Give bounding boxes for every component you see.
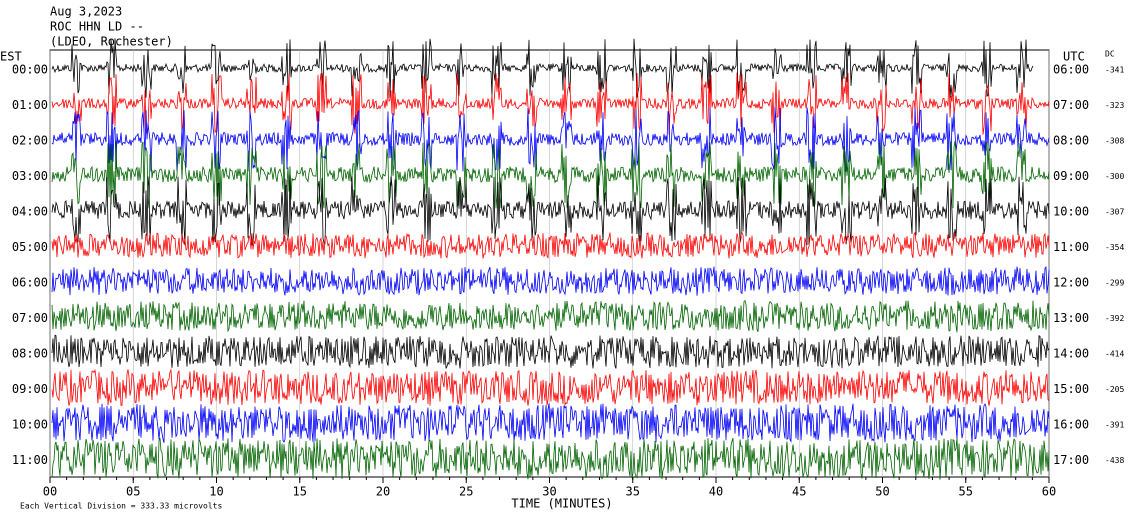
- utc-label: 10:00: [1053, 205, 1089, 219]
- seismic-trace: [51, 175, 1050, 246]
- dc-label: -414: [1105, 350, 1124, 359]
- est-label: 08:00: [12, 347, 48, 361]
- utc-label: 08:00: [1053, 134, 1089, 148]
- traces: [49, 38, 1050, 480]
- utc-label: 17:00: [1053, 453, 1089, 467]
- seismic-trace: [51, 368, 1050, 407]
- left-axis-title: EST: [0, 50, 22, 64]
- x-tick-label: 40: [709, 485, 723, 499]
- utc-label: 12:00: [1053, 276, 1089, 290]
- dc-title: DC: [1105, 50, 1115, 59]
- dc-label: -307: [1105, 208, 1124, 217]
- x-tick-label: 50: [875, 485, 889, 499]
- dc-label: -354: [1105, 243, 1124, 252]
- utc-label: 11:00: [1053, 240, 1089, 254]
- dc-label: -323: [1105, 101, 1124, 110]
- right-axis-title: UTC: [1063, 50, 1085, 64]
- dc-label: -438: [1105, 456, 1124, 465]
- utc-label: 13:00: [1053, 311, 1089, 325]
- dc-label: -341: [1105, 66, 1124, 75]
- seismic-trace: [51, 403, 1050, 443]
- dc-label: -205: [1105, 385, 1124, 394]
- est-label: 07:00: [12, 311, 48, 325]
- x-tick-label: 10: [209, 485, 223, 499]
- dc-label: -308: [1105, 137, 1124, 146]
- seismic-trace: [51, 231, 1050, 259]
- x-tick-label: 55: [959, 485, 973, 499]
- x-tick-label: 15: [293, 485, 307, 499]
- footer-note: Each Vertical Division = 333.33 microvol…: [20, 502, 222, 511]
- seismic-trace: [51, 106, 1050, 172]
- dc-label: -299: [1105, 279, 1124, 288]
- header-line: Aug 3,2023: [50, 5, 122, 19]
- seismic-trace: [51, 437, 1050, 480]
- x-tick-label: 05: [126, 485, 140, 499]
- x-tick-label: 35: [626, 485, 640, 499]
- utc-label: 06:00: [1053, 63, 1089, 77]
- utc-label: 07:00: [1053, 98, 1089, 112]
- dc-label: -300: [1105, 172, 1124, 181]
- est-label: 03:00: [12, 169, 48, 183]
- est-label: 00:00: [12, 63, 48, 77]
- seismic-trace: [51, 38, 1034, 98]
- x-tick-label: 60: [1042, 485, 1056, 499]
- seismic-trace: [51, 334, 1050, 369]
- x-tick-label: 00: [43, 485, 57, 499]
- est-label: 02:00: [12, 134, 48, 148]
- est-label: 09:00: [12, 382, 48, 396]
- seismic-trace: [51, 72, 1050, 135]
- x-tick-label: 20: [376, 485, 390, 499]
- utc-label: 15:00: [1053, 382, 1089, 396]
- x-tick-label: 30: [542, 485, 556, 499]
- est-label: 11:00: [12, 453, 48, 467]
- est-label: 10:00: [12, 418, 48, 432]
- est-label: 06:00: [12, 276, 48, 290]
- seismic-trace: [51, 140, 1050, 209]
- seismic-trace: [51, 299, 1050, 333]
- dc-label: -391: [1105, 421, 1124, 430]
- est-label: 04:00: [12, 205, 48, 219]
- utc-label: 16:00: [1053, 418, 1089, 432]
- x-tick-label: 45: [792, 485, 806, 499]
- est-label: 01:00: [12, 98, 48, 112]
- utc-label: 09:00: [1053, 169, 1089, 183]
- utc-label: 14:00: [1053, 347, 1089, 361]
- dc-label: -392: [1105, 314, 1124, 323]
- seismic-trace: [51, 266, 1050, 296]
- header-line: ROC HHN LD --: [50, 20, 144, 34]
- x-tick-label: 25: [459, 485, 473, 499]
- x-axis-title: TIME (MINUTES): [511, 497, 612, 511]
- est-label: 05:00: [12, 240, 48, 254]
